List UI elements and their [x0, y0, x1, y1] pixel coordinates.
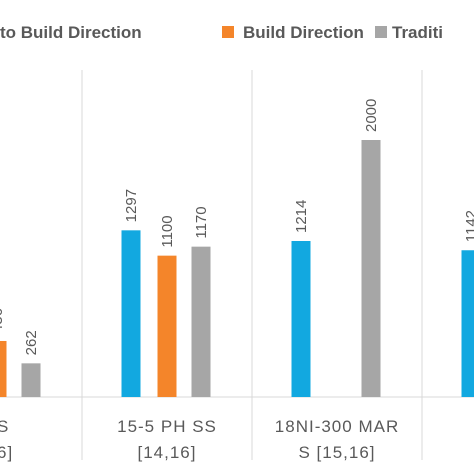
- data-label: 436: [0, 308, 6, 333]
- data-label: 1142: [463, 210, 474, 242]
- legend-label: Build Direction: [243, 23, 364, 42]
- x-tick-label: [14,16]: [138, 443, 197, 462]
- x-tick-label: S [15,16]: [298, 443, 375, 462]
- data-label: 1297: [123, 189, 140, 222]
- bar: [121, 230, 141, 397]
- bar: [361, 140, 381, 397]
- data-label: 262: [23, 330, 40, 355]
- bar: [0, 340, 7, 397]
- bar: [291, 241, 311, 397]
- legend-label: Traditi: [392, 23, 443, 42]
- bar: [21, 363, 41, 397]
- x-tick-label: 18NI-300 MAR: [275, 417, 399, 436]
- legend-swatch: [222, 26, 234, 38]
- legend-label: to Build Direction: [0, 23, 142, 42]
- data-label: 1170: [193, 206, 210, 238]
- bar: [191, 246, 211, 397]
- x-tick-label: 15-5 PH SS: [117, 417, 217, 436]
- legend-swatch: [375, 26, 387, 38]
- data-label: 1100: [159, 215, 176, 247]
- x-tick-label: SS: [0, 417, 9, 436]
- data-label: 1214: [293, 200, 310, 233]
- data-label: 2000: [363, 99, 380, 132]
- bar: [157, 255, 177, 397]
- bar: [461, 250, 474, 397]
- x-tick-label: [16]: [0, 443, 13, 462]
